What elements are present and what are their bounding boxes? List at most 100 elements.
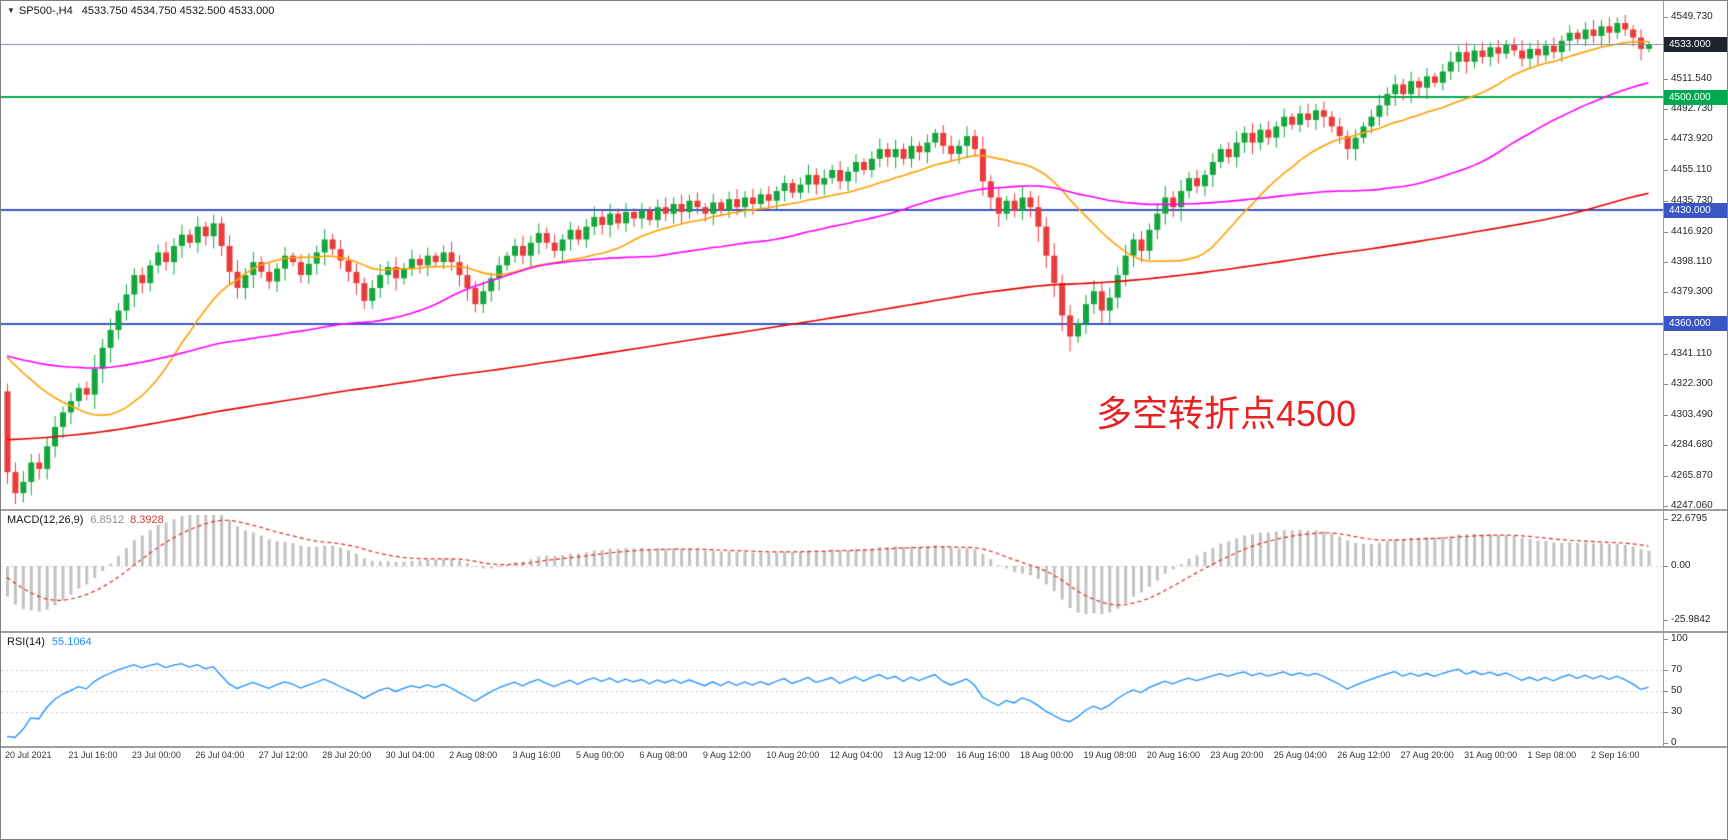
scale-tick (1664, 691, 1668, 692)
time-axis-label: 19 Aug 08:00 (1083, 750, 1137, 760)
symbol-timeframe-label: SP500-,H4 (18, 5, 73, 17)
scale-tick (1664, 354, 1668, 355)
time-axis-label: 27 Aug 20:00 (1400, 750, 1454, 760)
time-axis-label: 18 Aug 00:00 (1020, 750, 1074, 760)
scale-tick (1664, 201, 1668, 202)
time-axis-label: 30 Jul 04:00 (385, 750, 435, 760)
price-chart-canvas[interactable] (1, 1, 1663, 509)
macd-scale-label: 22.6795 (1671, 512, 1708, 524)
time-axis-label: 21 Jul 16:00 (68, 750, 118, 760)
scale-tick (1664, 262, 1668, 263)
panel-separator (1, 509, 1727, 511)
price-scale-label: 4284.680 (1671, 439, 1713, 451)
time-axis-label: 12 Aug 04:00 (829, 750, 883, 760)
time-axis-label: 5 Aug 00:00 (575, 750, 624, 760)
macd-main-value: 6.8512 (90, 514, 125, 526)
rsi-scale[interactable]: 100 70 50 30 0 (1664, 633, 1727, 748)
price-scale-label: 4435.730 (1671, 195, 1713, 207)
scale-tick (1664, 519, 1668, 520)
scale-tick (1664, 506, 1668, 507)
price-scale-label: 4473.920 (1671, 133, 1713, 145)
time-axis-label: 31 Aug 00:00 (1464, 750, 1518, 760)
panel-separator (1, 631, 1727, 633)
scale-tick (1664, 743, 1668, 744)
scale-tick (1664, 79, 1668, 80)
level-price-badge: 4430.000 (1664, 202, 1727, 218)
rsi-scale-label: 100 (1671, 633, 1688, 644)
price-scale[interactable]: 4549.730 4511.540 4492.730 4473.920 4455.110… (1664, 1, 1727, 511)
scale-tick (1664, 476, 1668, 477)
price-scale-label: 4341.110 (1671, 348, 1712, 360)
time-axis-label: 26 Jul 04:00 (195, 750, 245, 760)
scale-tick (1664, 670, 1668, 671)
scale-tick (1664, 109, 1668, 110)
scale-tick (1664, 445, 1668, 446)
scale-tick (1664, 639, 1668, 640)
level-price-badge: 4500.000 (1664, 89, 1727, 105)
time-axis-label: 9 Aug 12:00 (702, 750, 751, 760)
price-scale-label: 4247.060 (1671, 500, 1713, 511)
time-axis[interactable]: 20 Jul 2021 21 Jul 16:00 23 Jul 00:00 26 Ju… (1, 748, 1663, 764)
macd-header: MACD(12,26,9) 6.8512 8.3928 (7, 514, 164, 526)
time-axis-label: 20 Jul 2021 (5, 750, 52, 760)
time-axis-label: 13 Aug 12:00 (893, 750, 947, 760)
price-scale-label: 4455.110 (1671, 163, 1712, 175)
time-axis-label: 16 Aug 16:00 (956, 750, 1010, 760)
time-axis-label: 23 Aug 20:00 (1210, 750, 1264, 760)
rsi-value-label: 55.1064 (51, 636, 92, 648)
time-axis-label: 20 Aug 16:00 (1146, 750, 1200, 760)
rsi-scale-label: 30 (1671, 705, 1683, 717)
price-scale-label: 4549.730 (1671, 11, 1713, 22)
time-axis-label: 23 Jul 00:00 (131, 750, 181, 760)
rsi-name-label: RSI(14) (7, 636, 45, 648)
symbol-marker-icon: ▼ (7, 6, 15, 15)
ohlc-values-label: 4533.750 4534.750 4532.500 4533.000 (81, 5, 275, 17)
scale-tick (1664, 139, 1668, 140)
price-scale-label: 4303.490 (1671, 408, 1713, 420)
price-scale-label: 4416.920 (1671, 225, 1713, 237)
price-scale-label: 4511.540 (1671, 72, 1712, 84)
scale-tick (1664, 292, 1668, 293)
chart-header: ▼ SP500-,H4 4533.750 4534.750 4532.500 453… (7, 5, 274, 17)
level-price-badge: 4360.000 (1664, 316, 1727, 332)
time-axis-label: 2 Aug 08:00 (449, 750, 498, 760)
rsi-indicator-canvas[interactable] (1, 633, 1663, 746)
macd-name-label: MACD(12,26,9) (7, 514, 84, 526)
rsi-header: RSI(14) 55.1064 (7, 636, 92, 648)
time-axis-label: 26 Aug 12:00 (1337, 750, 1391, 760)
scale-tick (1664, 712, 1668, 713)
price-scale-label: 4379.300 (1671, 286, 1713, 298)
rsi-scale-label: 50 (1671, 685, 1683, 696)
panel-separator (1, 746, 1727, 748)
scale-tick (1664, 170, 1668, 171)
chart-annotation: 多空转折点4500 (1096, 393, 1357, 434)
time-axis-label: 10 Aug 20:00 (766, 750, 820, 760)
time-axis-label: 6 Aug 08:00 (639, 750, 688, 760)
time-axis-label: 28 Jul 20:00 (322, 750, 372, 760)
time-axis-label: 27 Jul 12:00 (258, 750, 308, 760)
scale-tick (1664, 620, 1668, 621)
scale-separator (1663, 1, 1664, 748)
price-scale-label: 4322.300 (1671, 378, 1713, 390)
price-scale-label: 4398.110 (1671, 255, 1712, 267)
scale-tick (1664, 17, 1668, 18)
scale-tick (1664, 415, 1668, 416)
macd-signal-value: 8.3928 (130, 514, 164, 526)
macd-scale-label: -25.9842 (1671, 613, 1711, 625)
time-axis-label: 25 Aug 04:00 (1273, 750, 1327, 760)
scale-tick (1664, 384, 1668, 385)
time-axis-label: 1 Sep 08:00 (1527, 750, 1577, 760)
macd-scale-label: 0.00 (1671, 560, 1691, 571)
price-scale-label: 4265.870 (1671, 469, 1713, 481)
macd-scale[interactable]: 22.6795 0.00 -25.9842 (1664, 511, 1727, 631)
price-scale-label: 4492.730 (1671, 103, 1713, 115)
time-axis-label: 3 Aug 16:00 (512, 750, 561, 760)
macd-indicator-canvas[interactable] (1, 511, 1663, 631)
current-price-badge: 4533.000 (1664, 36, 1727, 52)
rsi-scale-label: 70 (1671, 664, 1683, 676)
scale-tick (1664, 232, 1668, 233)
rsi-scale-label: 0 (1671, 737, 1677, 748)
scale-tick (1664, 566, 1668, 567)
time-axis-label: 2 Sep 16:00 (1591, 750, 1640, 760)
